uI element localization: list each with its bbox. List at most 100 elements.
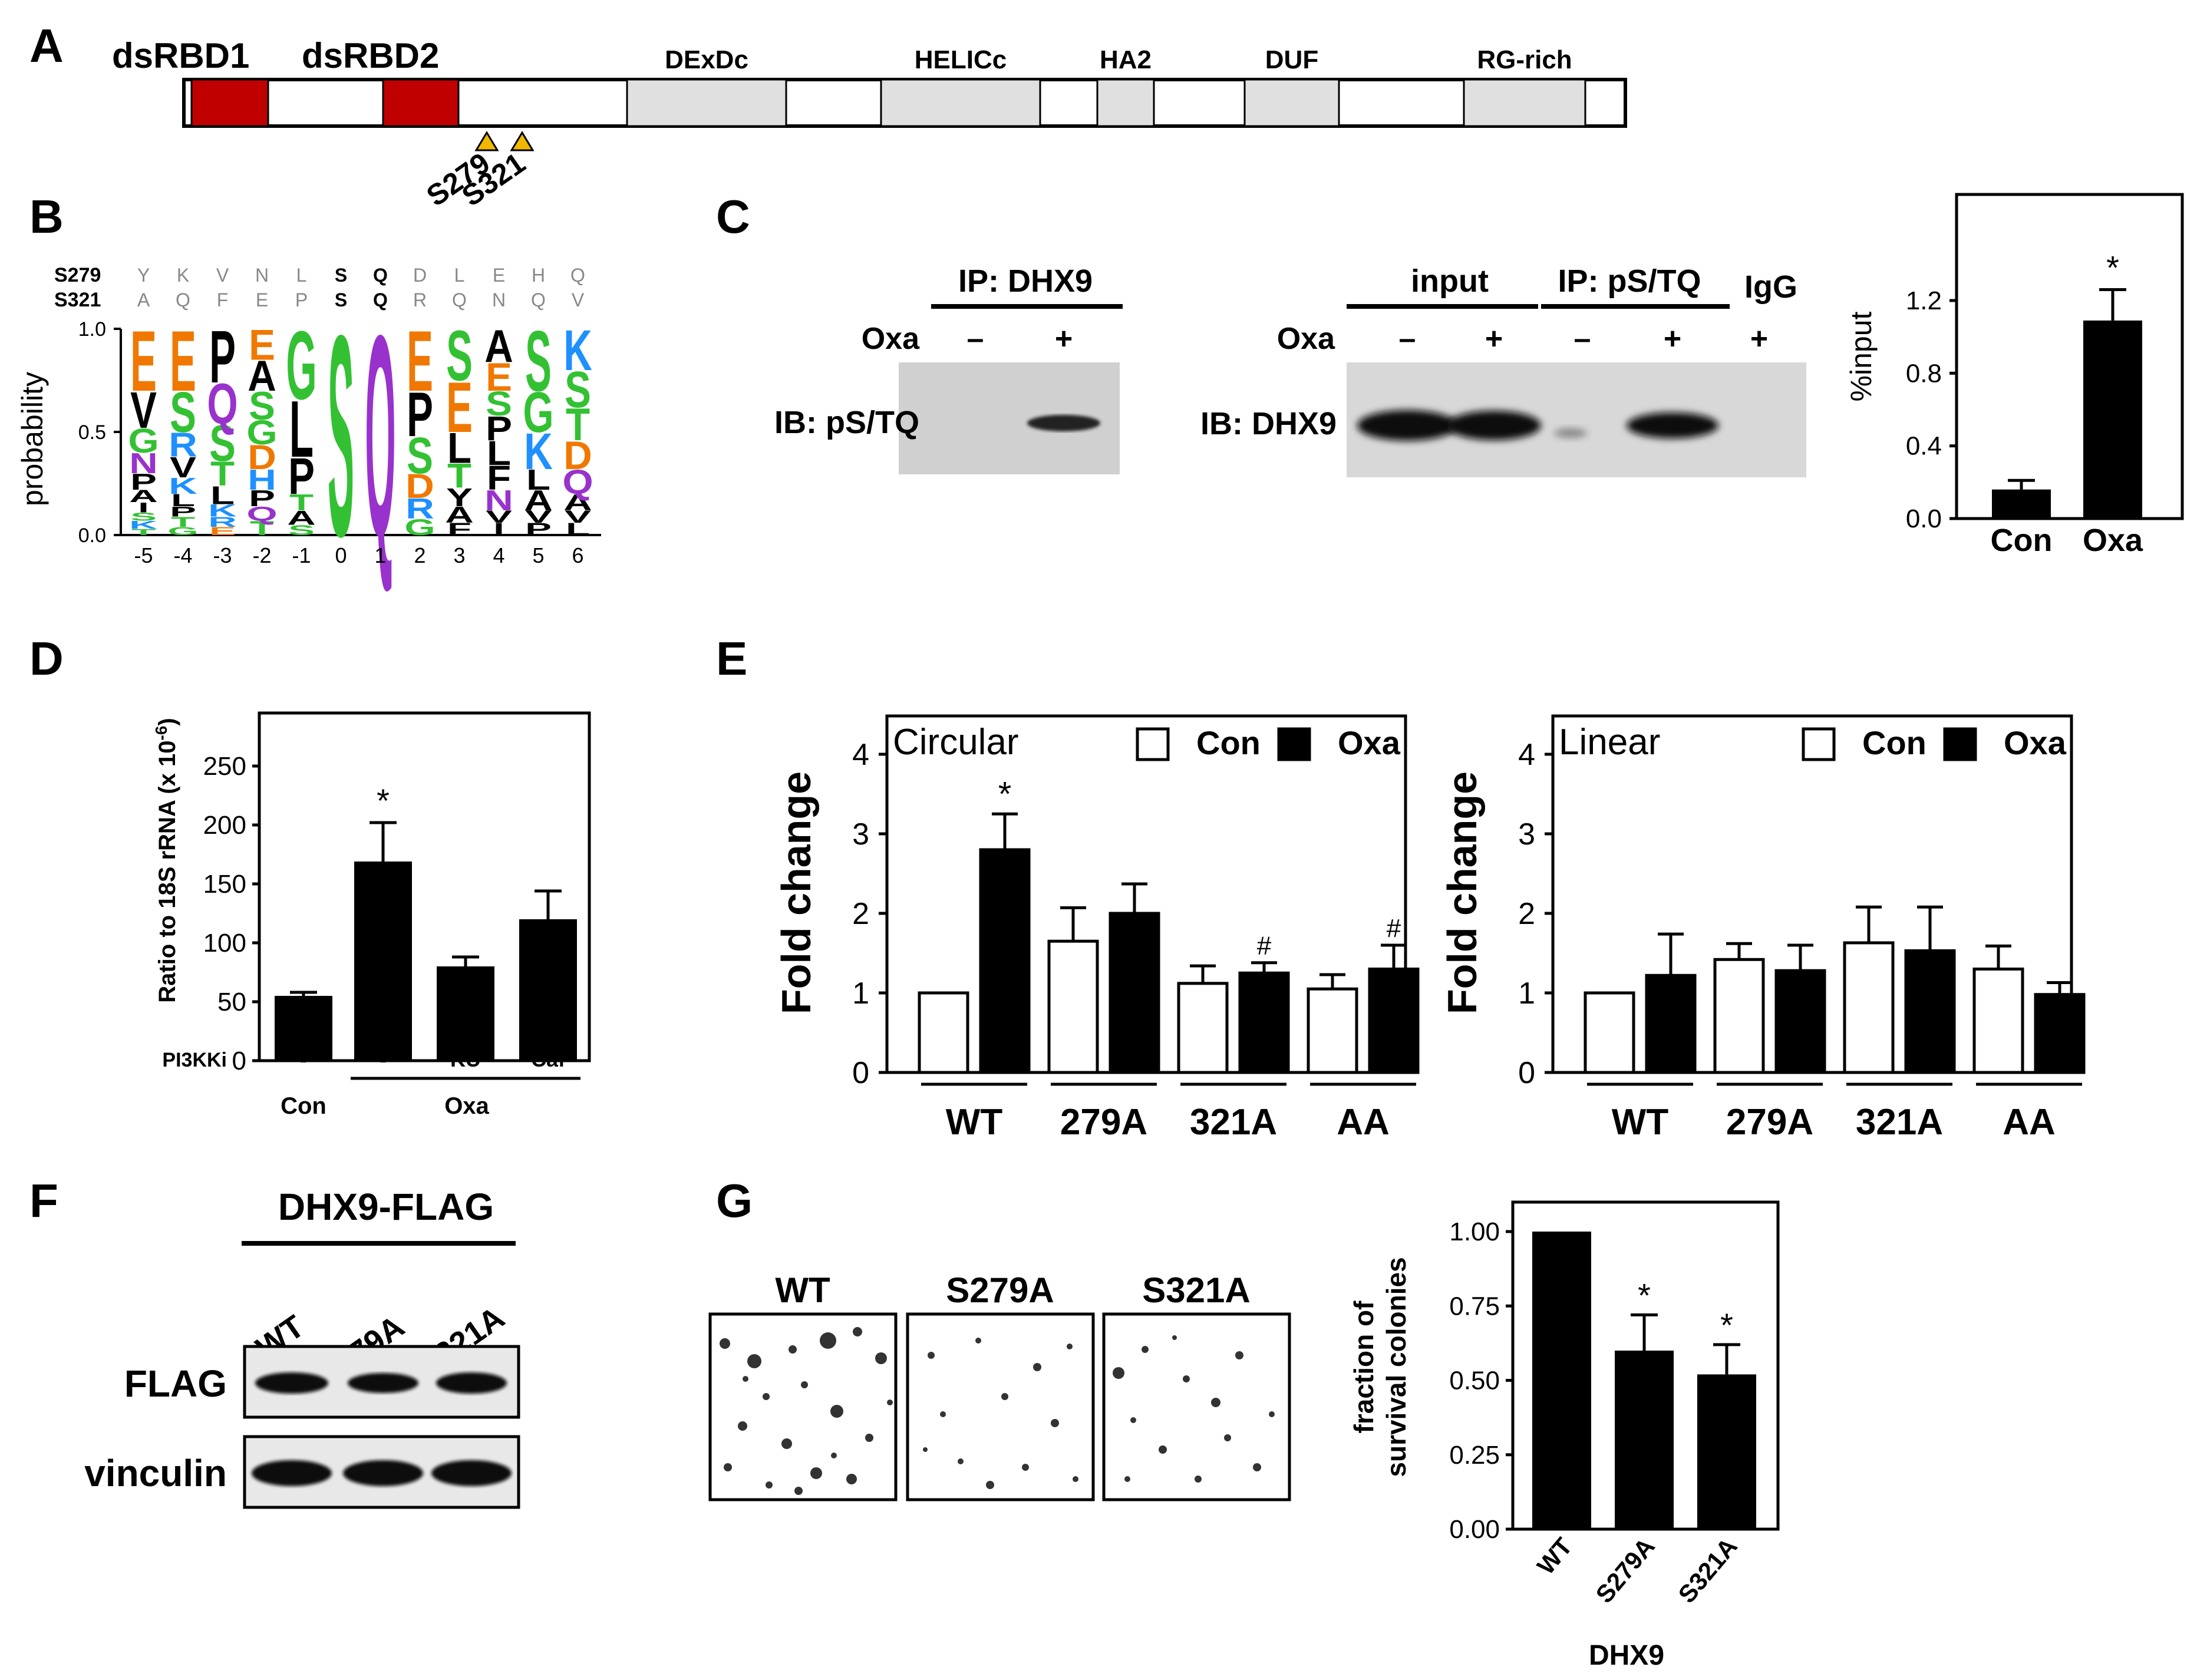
logo-letter-p: P xyxy=(407,379,433,450)
chart-e-group-label: 321A xyxy=(1190,1102,1277,1143)
colony xyxy=(928,1352,935,1359)
blot1-ib-label: IB: pS/TQ xyxy=(774,405,919,440)
logo-position-label: 4 xyxy=(493,543,504,567)
chart-d-frame xyxy=(258,711,591,1062)
logo-letter-k: K xyxy=(208,501,237,520)
chart-d-inhibitor: - xyxy=(380,1047,387,1071)
chart-e-right-ylabel: Fold change xyxy=(1439,771,1485,1014)
legend-con-label: Con xyxy=(1862,724,1927,761)
logo-letter-a: A xyxy=(563,490,592,516)
seq-s279-residue: L xyxy=(296,265,307,286)
panel-label-f: F xyxy=(29,1174,58,1227)
chart-g-ytick-label: 0.75 xyxy=(1449,1292,1500,1321)
domain-duf xyxy=(1243,78,1340,127)
colony xyxy=(801,1381,808,1388)
logo-letter-n: N xyxy=(129,448,158,480)
chart-e-ytick-label: 0 xyxy=(852,1056,869,1090)
colony xyxy=(747,1354,761,1368)
chart-e-ytick-label: 1 xyxy=(1518,976,1535,1011)
logo-letter-f: F xyxy=(487,459,511,497)
colony xyxy=(763,1393,770,1400)
legend-oxa-swatch xyxy=(1943,727,1977,761)
chart-g-ytick-label: 0.50 xyxy=(1449,1367,1500,1395)
chart-e-group-label: 279A xyxy=(1726,1102,1813,1143)
colony xyxy=(1073,1476,1078,1482)
bar-d xyxy=(437,966,494,1061)
colony xyxy=(1124,1476,1130,1482)
seq-s279-residue: D xyxy=(413,265,427,286)
blot2-ib-label: IB: DHX9 xyxy=(1200,406,1337,441)
blot-f-flag-band xyxy=(348,1373,418,1393)
bar-e-con xyxy=(1047,939,1099,1074)
logo-position-label: 0 xyxy=(335,543,347,567)
logo-letter-l: L xyxy=(171,490,195,510)
logo-letter-k: K xyxy=(563,318,592,382)
chart-e-left-ylabel: Fold change xyxy=(773,771,819,1014)
colony xyxy=(1235,1351,1243,1359)
seq-s321-residue: E xyxy=(256,289,268,311)
logo-letter-p: P xyxy=(288,447,315,505)
blot2-igg-header: IgG xyxy=(1744,269,1797,305)
logo-letter-e: E xyxy=(446,367,473,447)
seq-s321-residue: F xyxy=(217,289,229,311)
chart-e-ytick-label: 1 xyxy=(852,976,869,1011)
colony xyxy=(810,1467,822,1479)
colonies xyxy=(720,1327,1275,1495)
colony xyxy=(789,1345,797,1354)
colony xyxy=(1253,1463,1261,1471)
domain-map: dsRBD1 dsRBD2 DExDc HELICc HA2 DUF RG-ri… xyxy=(112,36,1627,213)
colony xyxy=(1033,1363,1041,1371)
logo-letter-d: D xyxy=(248,438,276,477)
panel-g: WT S279A S321A fraction of survival colo… xyxy=(708,1200,1780,1671)
chart-d: 0 50 100 150 200 250 * xyxy=(203,752,577,1075)
chart-c-ytick-label: 0.4 xyxy=(1906,432,1942,461)
seq-s321-residue: V xyxy=(572,289,585,311)
site-s321-marker xyxy=(510,131,535,151)
chart-c-frame xyxy=(1955,193,2184,520)
logo-letter-l: L xyxy=(526,464,550,496)
logo-letter-a: A xyxy=(524,485,553,517)
logo-letter-f: F xyxy=(447,519,471,539)
chart-d-group-con: Con xyxy=(281,1093,326,1119)
colony xyxy=(1172,1335,1177,1340)
chart-c-xtick-label: Oxa xyxy=(2083,523,2143,558)
seq-s321-residue: P xyxy=(295,289,308,311)
legend-oxa-swatch xyxy=(1277,727,1311,761)
chart-c-xtick-label: Con xyxy=(1991,523,2053,558)
logo-letter-g: G xyxy=(286,311,316,420)
colony xyxy=(738,1421,747,1431)
logo-letter-l: L xyxy=(487,434,511,473)
chart-d-inhibitor: Caf xyxy=(531,1047,566,1071)
logo-letter-s: S xyxy=(407,426,433,484)
chart-g: 0.00 0.25 0.50 0.75 1.00 WT S279A * S321A * xyxy=(1449,1217,1756,1608)
chart-d-inhibitor: KU xyxy=(450,1047,481,1071)
chart-g-xlabel: DHX9 xyxy=(1589,1640,1664,1671)
label-helicc: HELICc xyxy=(915,45,1007,74)
panel-label-g: G xyxy=(716,1174,753,1227)
blot1-band xyxy=(1027,415,1100,431)
logo-letter-l: L xyxy=(210,481,235,510)
legend-con-swatch xyxy=(1802,727,1836,761)
blot1-lane-1: – xyxy=(967,322,984,356)
bar-d xyxy=(519,919,577,1061)
seq-s279-residue: Q xyxy=(373,265,388,286)
bar-e-oxa xyxy=(979,848,1031,1074)
logo-letter-q: Q xyxy=(365,275,395,596)
logo-letter-p: P xyxy=(525,519,552,539)
blot1-lane-2: + xyxy=(1055,322,1073,356)
blot2-ip-header: IP: pS/TQ xyxy=(1558,263,1701,299)
colony xyxy=(1224,1434,1231,1441)
chart-c-ytick-label: 0.0 xyxy=(1906,504,1942,533)
chart-g-ylabel-2: survival colonies xyxy=(1381,1257,1411,1477)
logo-letter-g: G xyxy=(128,422,159,460)
panel-label-b: B xyxy=(29,190,64,243)
chart-d-ylabel: Ratio to 18S rRNA (x 10-6) xyxy=(152,718,180,1003)
significance-star: * xyxy=(2106,249,2119,286)
logo-letter-k: K xyxy=(524,422,553,480)
bar-g xyxy=(1532,1232,1591,1529)
logo-letter-d: D xyxy=(563,434,592,478)
chart-g-ytick-label: 0.25 xyxy=(1449,1441,1500,1470)
seq-s321-residue: Q xyxy=(531,289,546,311)
colony xyxy=(1051,1419,1059,1427)
chart-c-ylabel: %input xyxy=(1845,311,1878,401)
